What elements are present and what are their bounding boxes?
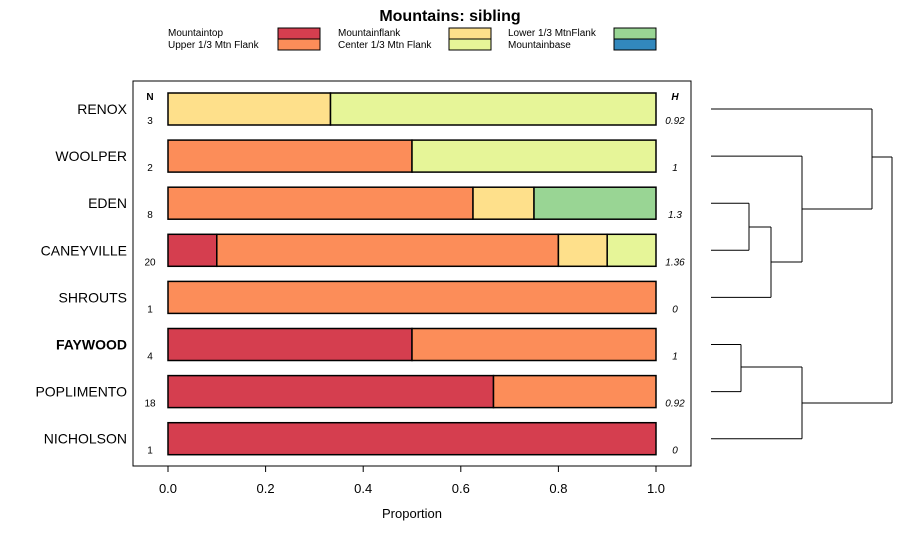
bar-segment xyxy=(167,186,474,220)
y-tick-label: RENOX xyxy=(77,101,127,117)
bar-segment xyxy=(533,186,657,220)
n-value: 1 xyxy=(147,446,153,457)
y-tick-label: NICHOLSON xyxy=(44,431,127,447)
bar-segment xyxy=(492,374,657,409)
legend-swatch xyxy=(613,38,657,51)
bar-segment xyxy=(472,186,535,220)
h-value: 1 xyxy=(672,352,678,363)
bar-segment xyxy=(167,421,657,456)
legend-swatch xyxy=(277,27,321,40)
bar-segment xyxy=(167,233,218,268)
chart-title: Mountains: sibling xyxy=(379,8,520,25)
bar-segment xyxy=(216,233,560,268)
bar-segment xyxy=(411,139,657,173)
h-value: 0 xyxy=(672,304,678,315)
legend-label: Center 1/3 Mtn Flank xyxy=(338,40,432,51)
n-value: 2 xyxy=(147,163,153,174)
x-tick-label: 0.6 xyxy=(452,481,470,496)
legend-swatch xyxy=(448,38,492,51)
bar-segment xyxy=(167,327,413,362)
bar-segment xyxy=(167,374,495,409)
h-value: 1.36 xyxy=(665,257,685,268)
n-value: 1 xyxy=(147,304,153,315)
header-n: N xyxy=(146,92,153,103)
legend-label: Mountainbase xyxy=(508,40,571,51)
bar-segment xyxy=(167,280,657,315)
x-tick-label: 1.0 xyxy=(647,481,665,496)
y-tick-label: SHROUTS xyxy=(59,289,127,305)
bar-segment xyxy=(557,233,608,268)
y-tick-label: WOOLPER xyxy=(55,148,127,164)
h-value: 1 xyxy=(672,163,678,174)
bar-segment xyxy=(606,233,657,268)
n-value: 18 xyxy=(144,399,156,410)
h-value: 0 xyxy=(672,446,678,457)
h-value: 0.92 xyxy=(665,116,685,127)
n-value: 4 xyxy=(147,352,153,363)
legend-label: Lower 1/3 MtnFlank xyxy=(508,28,597,39)
h-value: 0.92 xyxy=(665,399,685,410)
y-tick-label: POPLIMENTO xyxy=(35,384,127,400)
y-tick-label: FAYWOOD xyxy=(56,337,127,353)
x-axis-label: Proportion xyxy=(382,506,442,521)
h-value: 1.3 xyxy=(668,210,682,221)
header-h: H xyxy=(671,92,679,103)
bar-segment xyxy=(167,92,332,126)
x-tick-label: 0.4 xyxy=(354,481,372,496)
bar-segment xyxy=(411,327,657,362)
legend-label: Mountaintop xyxy=(168,28,223,39)
bar-segment xyxy=(329,92,657,126)
legend-swatch xyxy=(448,27,492,40)
x-tick-label: 0.0 xyxy=(159,481,177,496)
n-value: 3 xyxy=(147,116,153,127)
legend-label: Upper 1/3 Mtn Flank xyxy=(168,40,260,51)
bar-segment xyxy=(167,139,413,173)
legend-swatch xyxy=(613,27,657,40)
y-tick-label: CANEYVILLE xyxy=(41,242,127,258)
n-value: 8 xyxy=(147,210,153,221)
y-tick-label: EDEN xyxy=(88,195,127,211)
x-tick-label: 0.2 xyxy=(257,481,275,496)
n-value: 20 xyxy=(144,257,156,268)
x-tick-label: 0.8 xyxy=(549,481,567,496)
plot-panel xyxy=(132,80,692,467)
legend-label: Mountainflank xyxy=(338,28,401,39)
legend-swatch xyxy=(277,38,321,51)
